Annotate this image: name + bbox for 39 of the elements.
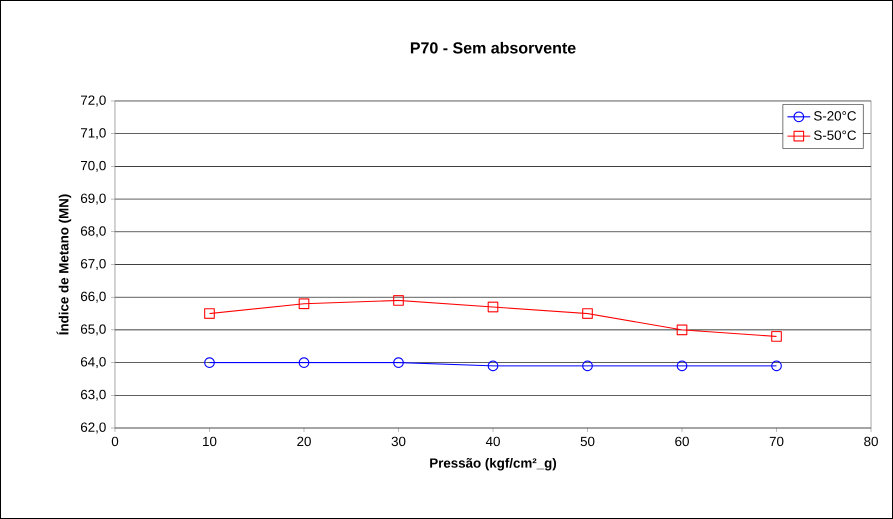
point: [771, 331, 782, 342]
point: [393, 295, 404, 306]
y-tick-label: 63,0: [80, 390, 106, 401]
point: [488, 360, 498, 372]
point: [771, 360, 782, 372]
y-tick-label: 65,0: [80, 324, 106, 336]
point: [676, 324, 688, 336]
point: [582, 308, 593, 319]
y-tick-label: 68,0: [80, 226, 106, 238]
x-tick-label: 10: [203, 436, 216, 446]
y-tick-label: 64,0: [80, 357, 106, 368]
legend-label: S-20°C: [814, 111, 856, 121]
point: [488, 302, 498, 312]
point: [676, 360, 688, 372]
x-tick-label: 60: [675, 436, 689, 446]
y-tick-label: 67,0: [80, 258, 106, 270]
x-tick-label: 20: [297, 436, 311, 446]
x-tick-label: 0: [112, 436, 118, 446]
y-tick-label: 66,0: [80, 292, 106, 303]
x-tick-label: 50: [580, 436, 594, 446]
y-axis-title: Índice de Metano (MN): [56, 194, 72, 335]
x-tick-label: 40: [486, 436, 500, 446]
point: [204, 308, 215, 319]
point: [393, 357, 404, 368]
y-tick-label: 69,0: [80, 194, 106, 205]
x-tick-label: 30: [392, 436, 406, 446]
point: [582, 360, 593, 372]
x-tick-label: 80: [864, 436, 878, 446]
y-tick-label: 72,0: [81, 95, 106, 107]
point: [298, 357, 310, 368]
y-tick-label: 71,0: [81, 128, 106, 140]
point: [298, 298, 310, 310]
x-tick-label: 70: [770, 436, 784, 446]
point: [204, 357, 215, 368]
legend-label: S-50°C: [814, 130, 856, 140]
x-axis-title: Pressão (kgf/cm²_g): [430, 458, 556, 470]
y-tick-label: 70,0: [81, 160, 106, 172]
chart-title: P70 - Sem absorvente: [410, 42, 576, 54]
y-tick-label: 62,0: [80, 422, 106, 434]
